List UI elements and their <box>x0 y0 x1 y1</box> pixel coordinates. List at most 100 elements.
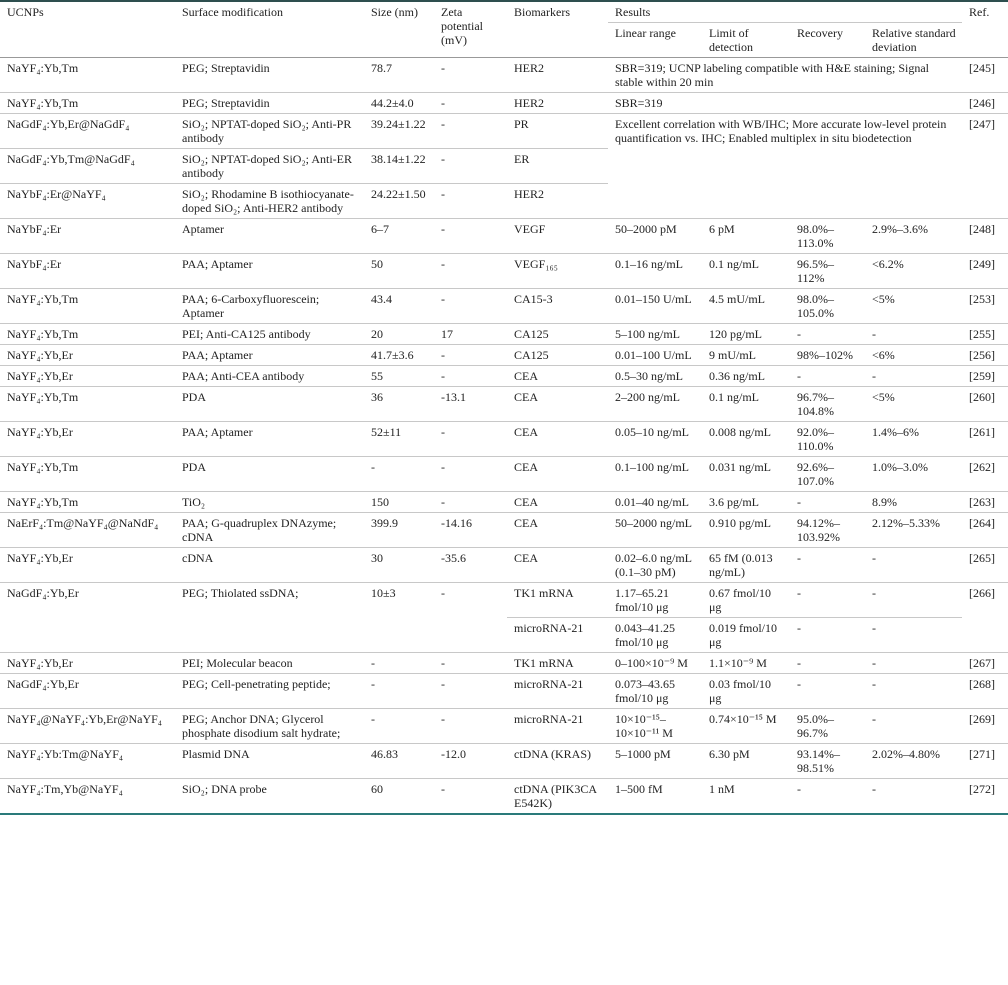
table-cell: - <box>434 183 507 219</box>
table-cell: - <box>434 344 507 366</box>
table-cell: - <box>790 491 865 513</box>
table-cell: [248] <box>962 218 1008 254</box>
table-cell: - <box>865 323 963 345</box>
header-cell: Zeta potential (mV) <box>434 0 507 58</box>
table-cell: - <box>434 218 507 254</box>
table-cell: [256] <box>962 344 1008 366</box>
table-cell: - <box>434 491 507 513</box>
table-row: NaYbF₄:Er Aptamer 6–7- VEGF 50–2000 pM 6 pM 98… <box>0 218 1008 254</box>
table-cell: 0.043–41.25 fmol/10 μg <box>608 617 702 653</box>
table-cell: [249] <box>962 253 1008 289</box>
table-row: NaYF₄:Yb,Tm PDA 36 -13.1 CEA 2–200 ng/mL 0.1 n… <box>0 386 1008 422</box>
table-cell: HER2 <box>507 57 608 93</box>
table-cell: 0.073–43.65 fmol/10 μg <box>608 673 702 709</box>
table-cell: [264] <box>962 512 1008 548</box>
table-cell: PR <box>507 113 608 149</box>
table-cell: - <box>434 456 507 492</box>
table-cell: 2.12%–5.33% <box>865 512 963 548</box>
table-cell: microRNA-21 <box>507 673 608 709</box>
table-cell: 1.1×10⁻⁹ M <box>702 652 790 674</box>
table-cell: NaYF₄:Yb,Tm <box>0 323 175 345</box>
table-cell: 0–100×10⁻⁹ M <box>608 652 702 674</box>
table-cell: 1.17–65.21 fmol/10 μg <box>608 582 702 618</box>
table-cell: CEA <box>507 386 608 422</box>
table-cell: CEA <box>507 512 608 548</box>
table-cell: 36 <box>364 386 434 422</box>
table-cell: - <box>364 456 434 492</box>
table-cell: NaYF₄:Yb,Er <box>0 421 175 457</box>
table-cell: NaYF₄:Yb,Tm <box>0 491 175 513</box>
table-cell: 24.22±1.50 <box>364 183 434 219</box>
table-cell: 3.6 pg/mL <box>702 491 790 513</box>
table-cell: 9 mU/mL <box>702 344 790 366</box>
table-cell: 0.05–10 ng/mL <box>608 421 702 457</box>
table-cell: - <box>790 617 865 653</box>
table-cell: [259] <box>962 365 1008 387</box>
table-cell: PEG; Streptavidin <box>175 57 364 93</box>
table-cell: - <box>865 778 963 815</box>
table-cell: 0.008 ng/mL <box>702 421 790 457</box>
table-cell: - <box>434 113 507 149</box>
table-cell: CEA <box>507 547 608 583</box>
table-cell: -12.0 <box>434 743 507 779</box>
table-cell: [260] <box>962 386 1008 422</box>
table-cell: 43.4 <box>364 288 434 324</box>
table-cell: - <box>865 652 963 674</box>
table-row: microRNA-21 0.043–41.25 fmol/10 μg 0.019 f… <box>0 617 1008 653</box>
table-row: NaYbF₄:Er PAA; Aptamer 50- VEGF₁₆₅ 0.1–16 ng… <box>0 253 1008 289</box>
table-cell: 50–2000 pM <box>608 218 702 254</box>
table-cell: - <box>790 547 865 583</box>
table-cell: HER2 <box>507 183 608 219</box>
table-cell: 2–200 ng/mL <box>608 386 702 422</box>
table-row: NaYF₄:Yb,Er cDNA 30 -35.6 CEA 0.02–6.0 ng/mL … <box>0 547 1008 583</box>
table-cell: [261] <box>962 421 1008 457</box>
table-row: NaYF₄:Yb:Tm@NaYF₄ Plasmid DNA 46.83 -12.0 ct… <box>0 743 1008 779</box>
table-cell: 1 nM <box>702 778 790 815</box>
table-cell: - <box>790 778 865 815</box>
table-cell: - <box>790 673 865 709</box>
table-cell: 10±3 <box>364 582 434 653</box>
table-cell: 4.5 mU/mL <box>702 288 790 324</box>
table-cell: [265] <box>962 547 1008 583</box>
table-cell: 65 fM (0.013 ng/mL) <box>702 547 790 583</box>
table-row: NaYF₄:Yb,Er PAA; Aptamer 52±11- CEA 0.05–10 … <box>0 421 1008 457</box>
table-cell: NaYbF₄:Er <box>0 253 175 289</box>
table-cell: microRNA-21 <box>507 617 608 653</box>
table-cell: 399.9 <box>364 512 434 548</box>
table-cell: VEGF <box>507 218 608 254</box>
table-cell: - <box>790 323 865 345</box>
table-row: NaYF₄:Yb,Er PAA; Aptamer 41.7±3.6- CA125 0.0… <box>0 344 1008 366</box>
table-cell: 0.03 fmol/10 μg <box>702 673 790 709</box>
table-cell: CEA <box>507 365 608 387</box>
table-cell: PEG; Streptavidin <box>175 92 364 114</box>
table-cell: PAA; Aptamer <box>175 421 364 457</box>
table-cell: 2.02%–4.80% <box>865 743 963 779</box>
table-cell: 5–1000 pM <box>608 743 702 779</box>
header-cell: Size (nm) <box>364 0 434 58</box>
table-cell: [253] <box>962 288 1008 324</box>
table-cell: 46.83 <box>364 743 434 779</box>
table-cell: - <box>865 617 963 653</box>
table-cell: microRNA-21 <box>507 708 608 744</box>
table-cell: [247] <box>962 113 1008 219</box>
table-cell: cDNA <box>175 547 364 583</box>
table-cell: 50–2000 ng/mL <box>608 512 702 548</box>
table-cell: 6 pM <box>702 218 790 254</box>
table-cell: 38.14±1.22 <box>364 148 434 184</box>
table-cell: [255] <box>962 323 1008 345</box>
header-cell: Linear range <box>608 22 702 58</box>
table-cell: TK1 mRNA <box>507 652 608 674</box>
table-cell: 94.12%–103.92% <box>790 512 865 548</box>
table-cell: 50 <box>364 253 434 289</box>
table-cell: VEGF₁₆₅ <box>507 253 608 289</box>
table-cell: 92.0%–110.0% <box>790 421 865 457</box>
table-cell: 150 <box>364 491 434 513</box>
table-cell: [263] <box>962 491 1008 513</box>
table-cell: PDA <box>175 456 364 492</box>
table-cell: 92.6%–107.0% <box>790 456 865 492</box>
table-cell: 8.9% <box>865 491 963 513</box>
table-cell: - <box>865 673 963 709</box>
table-cell: CEA <box>507 491 608 513</box>
table-cell: - <box>364 652 434 674</box>
table-cell: 39.24±1.22 <box>364 113 434 149</box>
